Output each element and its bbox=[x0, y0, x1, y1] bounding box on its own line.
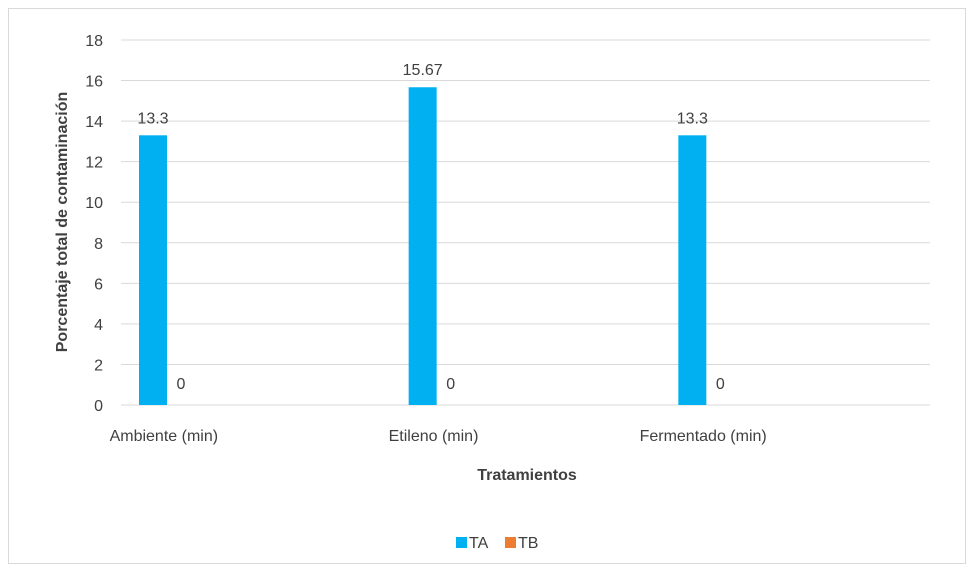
y-tick-label: 18 bbox=[85, 33, 103, 50]
data-labels: 13.3 0 15.67 0 13.3 0 bbox=[137, 62, 724, 393]
y-tick-label: 0 bbox=[94, 398, 103, 415]
x-tick-label: Fermentado (min) bbox=[640, 428, 767, 445]
data-label: 13.3 bbox=[137, 110, 168, 127]
legend-swatch-ta bbox=[456, 537, 467, 548]
x-axis-ticks: Ambiente (min) Etileno (min) Fermentado (m… bbox=[110, 428, 767, 445]
bar-ta bbox=[678, 135, 707, 406]
y-tick-label: 16 bbox=[85, 74, 103, 91]
bar-ta bbox=[139, 135, 167, 406]
y-tick-label: 6 bbox=[94, 276, 103, 293]
y-tick-label: 2 bbox=[94, 357, 103, 374]
x-tick-label: Ambiente (min) bbox=[110, 428, 218, 445]
chart-frame bbox=[8, 8, 966, 564]
bars bbox=[139, 87, 707, 406]
legend-label: TB bbox=[518, 535, 538, 552]
y-tick-label: 14 bbox=[85, 114, 103, 131]
y-axis-title: Porcentaje total de contaminación bbox=[54, 92, 71, 353]
y-axis-ticks: 0 2 4 6 8 10 12 14 16 18 bbox=[85, 33, 103, 415]
legend-swatch-tb bbox=[505, 537, 516, 548]
y-tick-label: 4 bbox=[94, 317, 103, 334]
legend-label: TA bbox=[469, 535, 489, 552]
bar-ta bbox=[408, 87, 437, 405]
y-tick-label: 8 bbox=[94, 236, 103, 253]
data-label: 0 bbox=[177, 376, 186, 393]
y-tick-label: 12 bbox=[85, 155, 103, 172]
data-label: 15.67 bbox=[403, 62, 443, 79]
x-tick-label: Etileno (min) bbox=[389, 428, 479, 445]
y-tick-label: 10 bbox=[85, 195, 103, 212]
gridlines bbox=[121, 39, 930, 406]
legend: TA TB bbox=[456, 535, 538, 552]
data-label: 0 bbox=[716, 376, 725, 393]
data-label: 13.3 bbox=[677, 110, 708, 127]
data-label: 0 bbox=[446, 376, 455, 393]
x-axis-title: Tratamientos bbox=[477, 467, 577, 484]
